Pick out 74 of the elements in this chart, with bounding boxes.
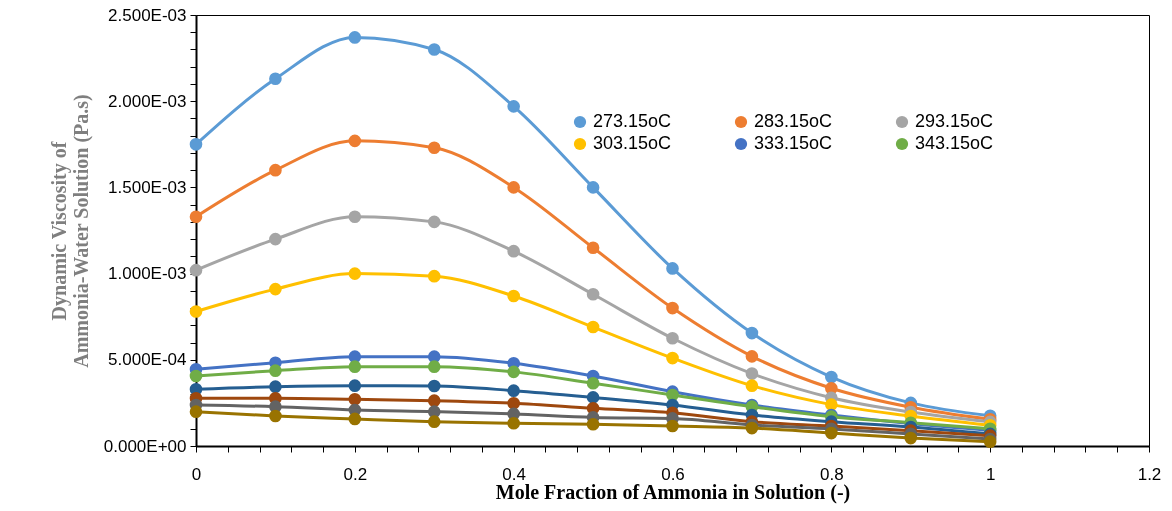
legend-label: 293.15oC [915,111,994,131]
point [348,379,362,392]
point [348,392,362,406]
point [825,426,838,440]
y-tick-label: 1.000E-03 [108,264,187,284]
point [586,181,600,194]
point [269,72,282,86]
point [507,365,520,379]
point [348,134,362,148]
x-tick-label: 1.2 [1137,464,1162,484]
point [348,210,362,224]
point [427,43,441,56]
point [427,394,441,407]
point [348,360,362,374]
point [348,31,362,44]
point [189,210,203,224]
point [666,262,679,275]
point [189,137,203,151]
x-tick-label: 1 [985,464,996,484]
x-tick-label: 0 [191,464,202,484]
point [507,244,520,258]
point [666,351,679,365]
y-tick-label: 2.500E-03 [108,5,187,25]
point [745,367,759,380]
point [586,241,600,255]
point [745,379,759,392]
point [904,431,918,445]
point [586,417,600,431]
point [427,215,441,229]
point [427,360,441,374]
point [666,301,679,315]
point [586,287,600,301]
point [269,282,282,296]
point [269,409,282,423]
y-tick-label: 1.500E-03 [108,177,187,197]
point [507,100,520,113]
point [348,412,362,426]
point [189,369,203,383]
point [507,181,520,194]
y-tick-label: 2.000E-03 [108,91,187,111]
point [507,396,520,410]
x-tick-label: 0.2 [343,464,368,484]
point [427,415,441,428]
legend-label: 343.15oC [915,133,994,153]
point [189,305,203,318]
point [189,263,203,277]
legend-label: 303.15oC [593,133,672,153]
point [269,364,282,377]
point [427,269,441,283]
point [666,419,679,433]
y-tick-label: 5.000E-04 [108,350,187,370]
y-tick-label: 0.000E+00 [103,436,187,456]
point [745,326,759,340]
legend-label: 333.15oC [754,133,833,153]
point [427,141,441,155]
point [427,379,441,393]
y-axis-title: Dynamic Viscosity of Ammonia-Water Solution (Pa.s) [47,94,93,368]
point [586,391,600,404]
point [586,376,600,390]
point [507,416,520,430]
legend-label: 273.15oC [593,111,672,131]
point [269,232,282,246]
point [269,163,282,177]
point [507,384,520,397]
point [189,405,203,418]
point [348,267,362,280]
point [586,320,600,334]
point [825,370,838,384]
legend-label: 283.15oC [754,111,833,131]
point [745,350,759,363]
point [666,331,679,345]
point [825,398,838,411]
point [507,289,520,303]
point [269,380,282,394]
